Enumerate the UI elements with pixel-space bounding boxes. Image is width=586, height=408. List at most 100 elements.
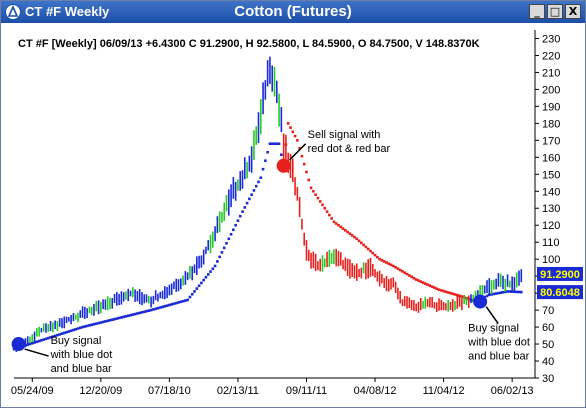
stop-dot <box>69 329 73 333</box>
stop-dot <box>273 142 276 146</box>
stop-dot <box>497 291 500 295</box>
stop-dot <box>430 285 434 288</box>
stop-dot <box>394 266 397 269</box>
signal-annotation: red dot & red bar <box>308 143 391 155</box>
stop-dot <box>28 342 32 346</box>
annotation-arrow <box>485 306 499 325</box>
stop-dot <box>492 292 496 296</box>
stop-dot <box>250 193 253 196</box>
signal-annotation: Sell signal with <box>308 129 381 141</box>
stop-dot <box>460 295 464 298</box>
buy-signal-dot <box>11 337 26 352</box>
stop-dot <box>209 270 212 273</box>
stop-dot <box>94 322 98 325</box>
stop-dot <box>26 343 30 347</box>
sell-signal-dot <box>276 158 291 173</box>
stop-dot <box>506 290 509 293</box>
stop-dot <box>216 260 219 263</box>
stop-dot <box>220 251 224 254</box>
stop-dot <box>131 313 135 316</box>
stop-dot <box>433 286 436 289</box>
stop-dot <box>62 331 66 335</box>
stop-dot <box>200 281 203 285</box>
stop-dot <box>232 228 235 232</box>
stop-dot <box>456 293 459 297</box>
stop-dot <box>412 276 416 280</box>
stop-dot <box>508 290 512 293</box>
stop-dot <box>252 189 256 192</box>
stop-dot <box>222 246 226 250</box>
stop-dot <box>158 306 162 309</box>
stop-dot <box>328 213 331 217</box>
stop-dot <box>444 290 448 294</box>
stop-dot <box>280 153 283 157</box>
stop-dot <box>337 223 340 227</box>
signal-annotation: with blue dot <box>467 337 530 349</box>
stop-dot <box>88 324 91 327</box>
stop-dot <box>401 270 404 273</box>
maximize-button[interactable]: □ <box>547 4 563 19</box>
stop-dot <box>46 336 50 340</box>
stop-dot <box>316 196 320 200</box>
stop-dot <box>110 318 114 322</box>
stop-dot <box>426 283 429 286</box>
stop-dot <box>437 288 441 292</box>
stop-dot <box>74 327 77 331</box>
stop-dot <box>117 316 121 320</box>
stop-dot <box>245 201 249 205</box>
stop-dot <box>170 303 173 306</box>
stop-dot <box>453 293 457 296</box>
stop-dot <box>503 290 507 294</box>
stop-dot <box>90 323 93 327</box>
y-tick-label: 210 <box>542 67 560 79</box>
minimize-button[interactable]: _ <box>529 4 545 19</box>
stop-dot <box>289 126 292 129</box>
stop-dot <box>332 220 336 224</box>
y-tick-label: 70 <box>542 305 554 317</box>
stop-dot <box>243 206 247 209</box>
y-tick-label: 170 <box>542 135 560 147</box>
stop-dot <box>353 235 356 239</box>
stop-dot <box>446 291 450 294</box>
x-tick-label: 09/11/11 <box>286 385 327 397</box>
stop-dot <box>204 275 208 279</box>
stop-dot <box>76 327 80 330</box>
stop-dot <box>156 306 160 310</box>
y-tick-label: 140 <box>542 186 560 198</box>
stop-dot <box>67 330 71 333</box>
stop-dot <box>30 341 34 345</box>
price-label-box <box>537 266 583 281</box>
buy-signal-dot <box>473 294 488 309</box>
stop-dot <box>421 281 425 284</box>
stop-dot <box>190 292 194 296</box>
y-tick-label: 130 <box>542 203 560 215</box>
stop-dot <box>355 237 359 241</box>
close-button[interactable]: X <box>565 4 581 19</box>
stop-dot <box>181 299 185 303</box>
stop-dot <box>138 311 141 315</box>
stop-dot <box>99 321 103 324</box>
stop-dot <box>302 162 306 166</box>
stop-dot <box>186 298 189 302</box>
stop-dot <box>42 338 46 341</box>
stop-dot <box>291 130 295 134</box>
stop-dot <box>344 229 347 232</box>
stop-dot <box>197 284 201 288</box>
stop-dot <box>257 180 260 184</box>
stop-dot <box>113 317 116 321</box>
stop-dot <box>515 290 519 294</box>
y-tick-label: 60 <box>542 322 554 334</box>
x-tick-label: 02/13/11 <box>217 385 259 397</box>
stop-dot <box>392 264 395 268</box>
y-tick-label: 120 <box>542 220 560 232</box>
stop-dot <box>485 294 489 298</box>
stop-dot <box>248 197 251 201</box>
stop-dot <box>403 271 407 275</box>
stop-dot <box>369 249 372 253</box>
stop-dot <box>202 278 205 282</box>
stop-dot <box>179 300 183 304</box>
stop-dot <box>405 272 409 276</box>
stop-dot <box>168 303 171 307</box>
stop-dot <box>417 279 420 282</box>
